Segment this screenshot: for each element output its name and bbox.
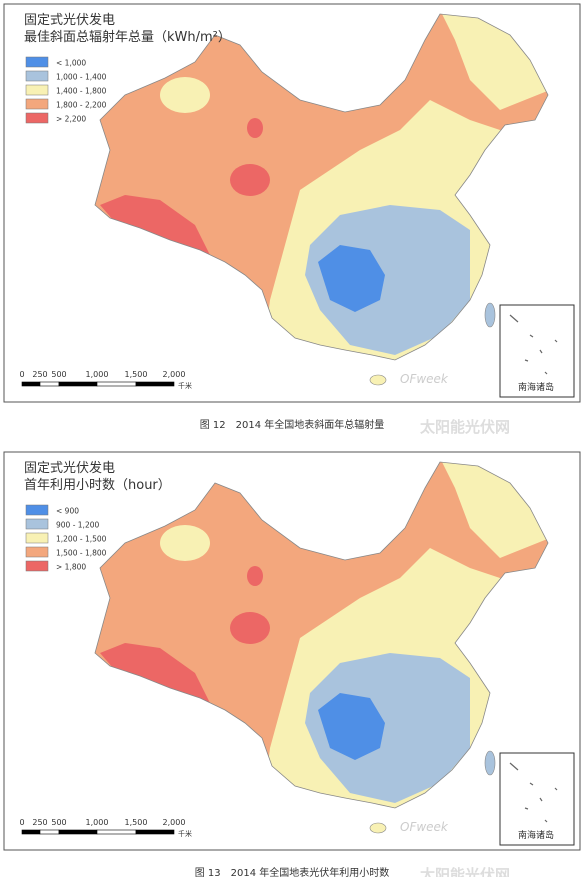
legend-swatch [25,112,49,124]
scale-unit: 千米 [178,381,192,390]
scale-segment [58,381,98,387]
map-title: 固定式光伏发电 [24,12,115,28]
scale-segment [135,829,175,835]
scale-label: 2,000 [163,818,186,827]
scale-label: 1,500 [125,370,148,379]
legend-label: 1,000 - 1,400 [56,73,107,82]
inset-frame [499,752,575,846]
scale-segment [135,381,175,387]
legend-label: > 1,800 [56,563,86,572]
legend-swatch [25,98,49,110]
inset-label: 南海诸岛 [518,829,554,841]
scale-segment [96,381,137,387]
watermark: OFweek [400,820,449,834]
inset-frame [499,304,575,398]
inset-label: 南海诸岛 [518,381,554,393]
map-title: 固定式光伏发电 [24,460,115,476]
country-border [94,13,549,361]
scale-segment [96,829,137,835]
legend-label: 1,400 - 1,800 [56,87,107,96]
scale-unit: 千米 [178,829,192,838]
map-title: 最佳斜面总辐射年总量（kWh/m²） [24,29,231,45]
scale-segment [58,829,98,835]
region-mid [305,205,470,355]
scale-segment [39,829,60,835]
legend-label: 1,200 - 1,500 [56,535,107,544]
region-low-mid [160,525,210,561]
legend-label: 1,800 - 2,200 [56,101,107,110]
inset-islands [509,314,558,375]
hainan [369,822,387,834]
region-low [318,245,385,312]
legend-label: 900 - 1,200 [56,521,99,530]
scale-segment [21,381,41,387]
inset-islands [509,762,558,823]
region-mid [305,653,470,803]
scale-label: 1,000 [86,370,109,379]
taiwan [484,750,496,776]
legend-label: < 900 [56,507,79,516]
legend-swatch [25,70,49,82]
legend-swatch [25,504,49,516]
legend-swatch [25,56,49,68]
scale-label: 250 [32,818,47,827]
legend-label: 1,500 - 1,800 [56,549,107,558]
country-border [94,461,549,809]
scale-label: 1,500 [125,818,148,827]
legend-swatch [25,518,49,530]
scale-label: 500 [51,370,66,379]
scale-label: 0 [19,818,24,827]
legend-label: > 2,200 [56,115,86,124]
region-high [247,118,263,138]
region-high [247,566,263,586]
scale-label: 500 [51,818,66,827]
scale-label: 2,000 [163,370,186,379]
scale-label: 1,000 [86,818,109,827]
region-high [230,612,270,644]
caption: 图 12 2014 年全国地表斜面年总辐射量 [200,418,385,431]
scale-segment [39,381,60,387]
region-high [230,164,270,196]
watermark: 太阳能光伏网 [420,866,510,877]
taiwan [484,302,496,328]
region-low [318,693,385,760]
hainan [369,374,387,386]
legend-swatch [25,560,49,572]
watermark: OFweek [400,372,449,386]
region-low-mid [160,77,210,113]
map-title: 首年利用小时数（hour） [24,478,171,493]
legend-swatch [25,532,49,544]
scale-label: 0 [19,370,24,379]
legend-swatch [25,546,49,558]
caption: 图 13 2014 年全国地表光伏年利用小时数 [195,866,390,877]
scale-label: 250 [32,370,47,379]
legend-swatch [25,84,49,96]
scale-segment [21,829,41,835]
watermark: 太阳能光伏网 [420,418,510,436]
legend-label: < 1,000 [56,59,86,68]
